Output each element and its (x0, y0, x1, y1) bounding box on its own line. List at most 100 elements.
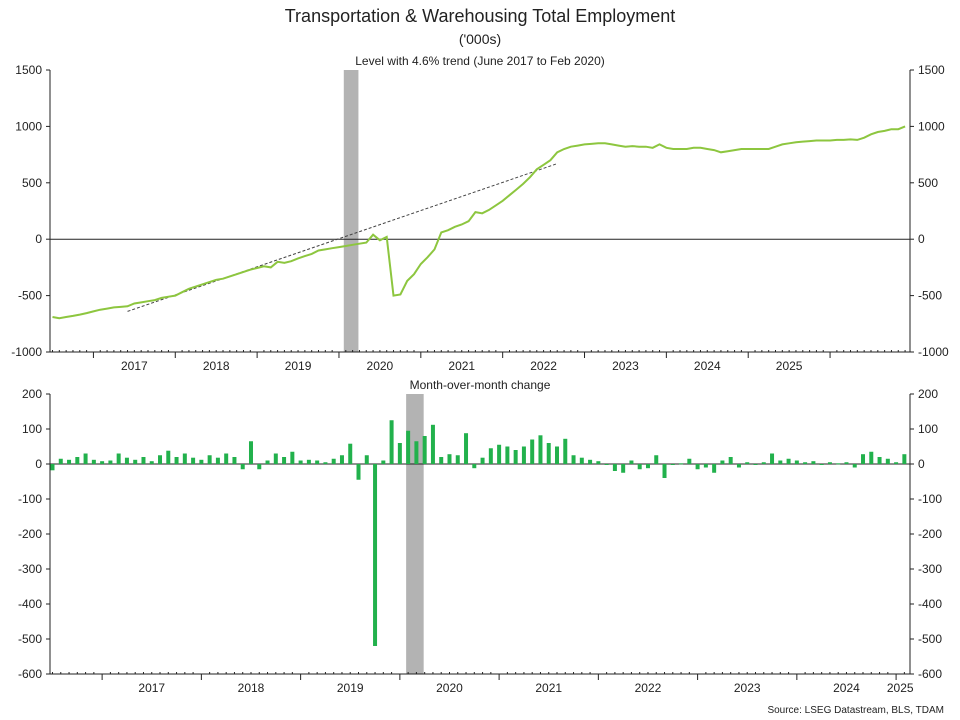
x-tick-label: 2017 (121, 359, 148, 373)
trend-line (127, 163, 558, 312)
bar (844, 462, 849, 464)
bar (728, 457, 733, 464)
bar (199, 459, 204, 464)
x-tick-label: 2019 (337, 681, 364, 695)
bar (621, 464, 626, 473)
bar (306, 459, 311, 464)
bar (579, 457, 584, 464)
x-tick-label: 2017 (138, 681, 165, 695)
bar (588, 459, 593, 464)
bar (174, 457, 179, 464)
bar (869, 451, 874, 464)
bar (645, 464, 650, 469)
bar (703, 464, 708, 468)
bar (364, 455, 369, 464)
y-tick-label-right: -400 (918, 597, 942, 611)
bar (662, 464, 667, 478)
x-tick-label: 2023 (612, 359, 639, 373)
y-tick-label-right: -300 (918, 562, 942, 576)
bar (191, 457, 196, 464)
y-tick-label-left: -100 (18, 492, 42, 506)
bar (736, 464, 741, 468)
bar (447, 454, 452, 464)
bar (149, 461, 154, 464)
bar (298, 460, 303, 464)
bar (248, 441, 253, 464)
y-tick-label-left: -400 (18, 597, 42, 611)
bar (455, 455, 460, 464)
series-line (52, 125, 906, 320)
bar (745, 462, 750, 464)
bar (803, 462, 808, 464)
chart-subtitle: ('000s) (458, 31, 502, 47)
x-tick-label: 2025 (887, 681, 914, 695)
bar (894, 462, 899, 464)
bar (521, 446, 526, 464)
bar (596, 461, 601, 464)
chart-title: Transportation & Warehousing Total Emplo… (284, 6, 676, 26)
y-tick-label-right: 1500 (918, 63, 945, 77)
bar (124, 457, 129, 464)
bar (811, 461, 816, 464)
bar (770, 453, 775, 464)
x-tick-label: 2018 (238, 681, 265, 695)
x-tick-label: 2025 (776, 359, 803, 373)
y-tick-label-right: -1000 (918, 345, 949, 359)
x-tick-label: 2024 (694, 359, 721, 373)
y-tick-label-left: 500 (22, 176, 42, 190)
bar (546, 443, 551, 464)
bar (389, 420, 394, 464)
y-tick-label-left: -500 (18, 289, 42, 303)
bottom-panel: -600 -600 -500 -500 -400 -400 -300 -300 -200 -200… (18, 387, 942, 695)
bar (761, 462, 766, 464)
y-tick-label-left: -200 (18, 527, 42, 541)
bar (852, 464, 857, 468)
bar (563, 438, 568, 464)
bar (629, 460, 634, 464)
bar (207, 455, 212, 464)
bar (753, 464, 758, 465)
bar (422, 436, 427, 464)
x-tick-label: 2021 (448, 359, 475, 373)
bar (58, 458, 63, 464)
bar (885, 458, 890, 464)
y-tick-label-left: -500 (18, 632, 42, 646)
bar (373, 464, 378, 646)
bar (240, 464, 245, 470)
bar (530, 439, 535, 464)
bar (488, 448, 493, 464)
bar (414, 441, 419, 464)
bar (902, 454, 907, 464)
y-tick-label-right: 100 (918, 422, 938, 436)
bar (348, 443, 353, 464)
y-tick-label-left: 1000 (15, 119, 42, 133)
bar (257, 464, 262, 470)
bar (679, 463, 684, 465)
bar (861, 454, 866, 464)
bar (819, 464, 824, 465)
x-tick-label: 2019 (285, 359, 312, 373)
y-tick-label-left: 0 (35, 457, 42, 471)
bar (612, 464, 617, 471)
bar (315, 460, 320, 464)
bar (100, 461, 105, 464)
bar (480, 457, 485, 464)
x-tick-label: 2023 (734, 681, 761, 695)
y-tick-label-right: -500 (918, 289, 942, 303)
y-tick-label-left: 100 (22, 422, 42, 436)
bar (720, 460, 725, 464)
bar (265, 460, 270, 464)
x-tick-label: 2020 (436, 681, 463, 695)
bar (50, 464, 55, 471)
recession-shade (343, 70, 359, 352)
y-tick-label-right: -200 (918, 527, 942, 541)
bar (397, 443, 402, 464)
bar (133, 459, 138, 464)
bar (695, 464, 700, 470)
x-tick-label: 2018 (203, 359, 230, 373)
bar (472, 464, 477, 469)
bar (836, 463, 841, 465)
source-note: Source: LSEG Datastream, BLS, TDAM (767, 705, 944, 716)
bar (538, 435, 543, 464)
